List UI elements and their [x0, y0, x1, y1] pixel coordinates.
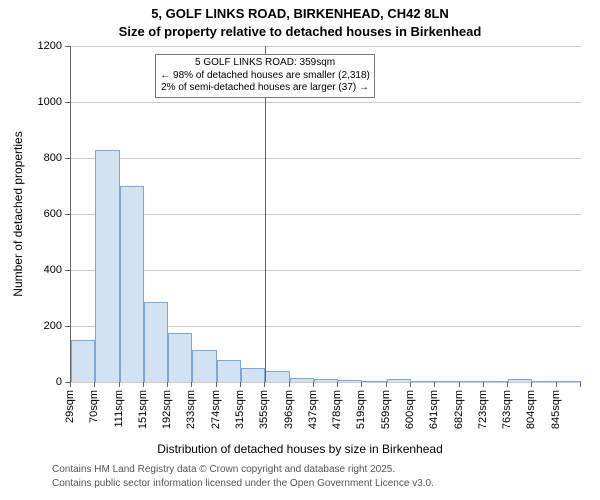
- histogram-bar: [144, 302, 168, 382]
- y-tick-label: 1000: [0, 96, 62, 108]
- x-tick-mark: [459, 382, 460, 387]
- histogram-bar: [95, 150, 119, 382]
- x-tick-mark: [531, 382, 532, 387]
- x-tick-label: 70sqm: [88, 390, 100, 423]
- x-tick-mark: [313, 382, 314, 387]
- x-tick-label: 355sqm: [258, 390, 270, 429]
- y-gridline: [71, 270, 581, 271]
- x-tick-label: 682sqm: [453, 390, 465, 429]
- x-tick-label: 111sqm: [113, 390, 125, 428]
- histogram-bar: [362, 381, 386, 382]
- histogram-bar: [192, 350, 216, 382]
- y-tick-label: 800: [0, 152, 62, 164]
- histogram-bar: [557, 381, 581, 382]
- x-tick-mark: [386, 382, 387, 387]
- y-gridline: [71, 46, 581, 47]
- x-tick-mark: [556, 382, 557, 387]
- histogram-bar: [120, 186, 144, 382]
- x-tick-label: 804sqm: [525, 390, 537, 429]
- x-tick-label: 274sqm: [210, 390, 222, 429]
- annotation-line: 5 GOLF LINKS ROAD: 359sqm: [160, 57, 370, 70]
- y-tick-label: 200: [0, 320, 62, 332]
- property-size-distribution-chart: 5, GOLF LINKS ROAD, BIRKENHEAD, CH42 8LN…: [0, 0, 600, 500]
- x-tick-label: 151sqm: [137, 390, 149, 429]
- x-tick-label: 723sqm: [477, 390, 489, 429]
- histogram-bar: [71, 340, 95, 382]
- y-tick-mark: [65, 46, 70, 47]
- y-tick-mark: [65, 158, 70, 159]
- x-tick-label: 192sqm: [161, 390, 173, 429]
- annotation-line: ← 98% of detached houses are smaller (2,…: [160, 70, 370, 83]
- histogram-bar: [241, 368, 265, 382]
- y-tick-label: 1200: [0, 40, 62, 52]
- y-gridline: [71, 214, 581, 215]
- y-tick-mark: [65, 102, 70, 103]
- x-tick-mark: [337, 382, 338, 387]
- x-tick-mark: [580, 382, 581, 387]
- x-tick-mark: [216, 382, 217, 387]
- histogram-bar: [314, 379, 338, 382]
- x-tick-mark: [70, 382, 71, 387]
- histogram-bar: [532, 381, 556, 382]
- x-tick-label: 437sqm: [307, 390, 319, 429]
- histogram-bar: [435, 381, 459, 382]
- x-tick-mark: [483, 382, 484, 387]
- histogram-bar: [265, 371, 289, 382]
- y-tick-label: 400: [0, 264, 62, 276]
- x-tick-mark: [264, 382, 265, 387]
- x-tick-label: 233sqm: [185, 390, 197, 429]
- y-gridline: [71, 158, 581, 159]
- y-tick-mark: [65, 270, 70, 271]
- x-tick-mark: [167, 382, 168, 387]
- x-tick-mark: [119, 382, 120, 387]
- histogram-bar: [168, 333, 192, 382]
- x-tick-label: 519sqm: [355, 390, 367, 429]
- x-tick-label: 559sqm: [380, 390, 392, 429]
- y-gridline: [71, 102, 581, 103]
- histogram-bar: [338, 380, 362, 382]
- annotation-line: 2% of semi-detached houses are larger (3…: [160, 82, 370, 95]
- x-tick-mark: [94, 382, 95, 387]
- histogram-bar: [484, 381, 508, 382]
- x-tick-label: 315sqm: [234, 390, 246, 429]
- x-tick-label: 29sqm: [64, 390, 76, 423]
- x-tick-label: 763sqm: [501, 390, 513, 429]
- chart-title-line1: 5, GOLF LINKS ROAD, BIRKENHEAD, CH42 8LN: [0, 6, 600, 21]
- histogram-bar: [460, 381, 484, 382]
- x-tick-mark: [240, 382, 241, 387]
- annotation-box: 5 GOLF LINKS ROAD: 359sqm← 98% of detach…: [155, 54, 375, 98]
- y-tick-label: 600: [0, 208, 62, 220]
- x-tick-label: 600sqm: [404, 390, 416, 429]
- attribution-line1: Contains HM Land Registry data © Crown c…: [52, 464, 395, 475]
- x-tick-label: 641sqm: [428, 390, 440, 429]
- x-axis-label: Distribution of detached houses by size …: [0, 442, 600, 456]
- x-tick-mark: [434, 382, 435, 387]
- histogram-bar: [290, 378, 314, 382]
- x-tick-mark: [143, 382, 144, 387]
- plot-area: 5 GOLF LINKS ROAD: 359sqm← 98% of detach…: [70, 46, 581, 383]
- histogram-bar: [217, 360, 241, 382]
- x-tick-label: 845sqm: [550, 390, 562, 429]
- y-gridline: [71, 382, 581, 383]
- x-tick-mark: [361, 382, 362, 387]
- y-tick-mark: [65, 214, 70, 215]
- y-tick-label: 0: [0, 376, 62, 388]
- x-tick-mark: [191, 382, 192, 387]
- x-tick-label: 478sqm: [331, 390, 343, 429]
- x-tick-mark: [410, 382, 411, 387]
- attribution-line2: Contains public sector information licen…: [52, 478, 434, 489]
- y-tick-mark: [65, 326, 70, 327]
- histogram-bar: [508, 379, 532, 382]
- x-tick-label: 396sqm: [283, 390, 295, 429]
- x-tick-mark: [507, 382, 508, 387]
- chart-title-line2: Size of property relative to detached ho…: [0, 24, 600, 39]
- histogram-bar: [387, 379, 411, 382]
- x-tick-mark: [289, 382, 290, 387]
- histogram-bar: [411, 381, 435, 382]
